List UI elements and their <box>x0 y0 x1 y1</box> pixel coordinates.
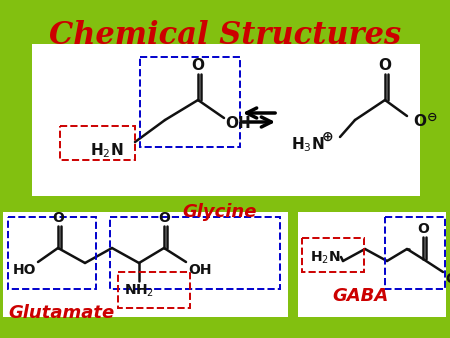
Text: ⊖: ⊖ <box>427 111 437 123</box>
Text: H$_2$N: H$_2$N <box>310 250 340 266</box>
Bar <box>118 272 190 308</box>
Text: GABA: GABA <box>332 287 388 305</box>
Bar <box>385 217 445 289</box>
Text: OH: OH <box>188 263 212 277</box>
Bar <box>3 212 288 317</box>
Text: ⊕: ⊕ <box>322 130 334 144</box>
Text: OH: OH <box>445 272 450 286</box>
Bar <box>60 126 135 160</box>
Text: NH$_2$: NH$_2$ <box>124 283 154 299</box>
Text: H$_2$N: H$_2$N <box>90 142 124 160</box>
Text: Glutamate: Glutamate <box>8 304 114 322</box>
Bar <box>140 57 240 147</box>
Text: O: O <box>414 115 427 129</box>
Bar <box>298 212 446 317</box>
Text: Glycine: Glycine <box>183 203 257 221</box>
Text: O: O <box>378 57 392 72</box>
Text: HO: HO <box>12 263 36 277</box>
Text: O: O <box>52 211 64 225</box>
Text: O: O <box>158 211 170 225</box>
Text: H$_3$N: H$_3$N <box>291 136 325 154</box>
Text: Chemical Structures: Chemical Structures <box>49 20 401 51</box>
Text: OH: OH <box>225 117 251 131</box>
Bar <box>8 217 96 289</box>
Text: O: O <box>192 57 204 72</box>
Text: O: O <box>417 222 429 236</box>
Bar <box>32 44 420 196</box>
Bar <box>110 217 280 289</box>
Bar <box>302 238 364 272</box>
